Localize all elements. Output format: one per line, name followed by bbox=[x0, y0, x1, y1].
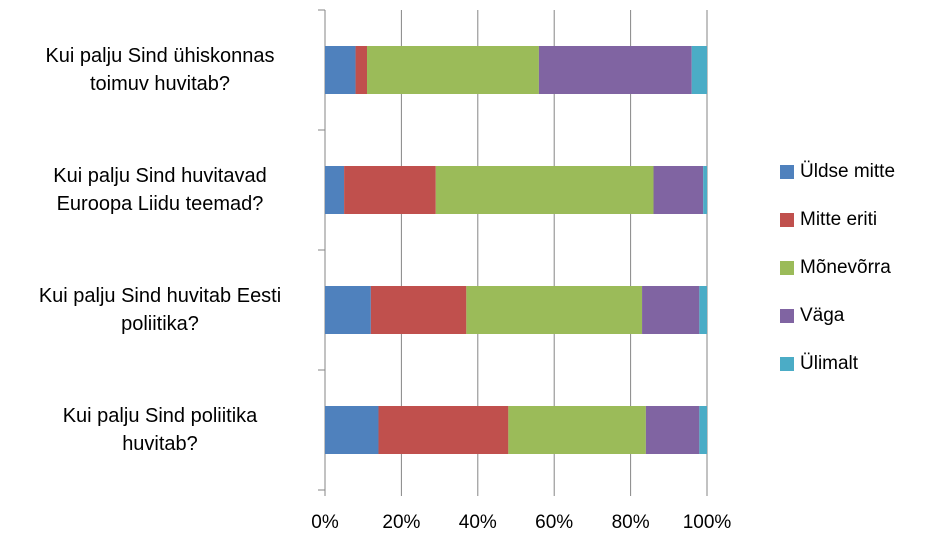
legend-swatch bbox=[780, 357, 794, 371]
bar-segment bbox=[642, 286, 700, 334]
bar-segment bbox=[370, 286, 467, 334]
bar-segment bbox=[367, 46, 539, 94]
x-tick-label: 100% bbox=[683, 512, 732, 533]
legend-label: Mitte eriti bbox=[800, 209, 877, 230]
bar-segment bbox=[325, 46, 356, 94]
bar-segment bbox=[466, 286, 643, 334]
bar-segment bbox=[378, 406, 509, 454]
category-label: Kui palju Sind ühiskonnas toimuv huvitab… bbox=[45, 45, 275, 95]
bar-segment bbox=[355, 46, 368, 94]
bar-segment bbox=[699, 286, 707, 334]
bar-segment bbox=[325, 166, 345, 214]
x-tick-label: 60% bbox=[535, 512, 573, 533]
bar-segment bbox=[435, 166, 654, 214]
category-label: Kui palju Sind poliitika huvitab? bbox=[62, 405, 258, 455]
x-tick-label: 80% bbox=[612, 512, 650, 533]
x-tick-label: 0% bbox=[311, 512, 339, 533]
category-label: Kui palju Sind huvitavad Euroopa Liidu t… bbox=[53, 165, 267, 215]
legend-label: Mõnevõrra bbox=[800, 257, 891, 278]
legend-swatch bbox=[780, 261, 794, 275]
legend-swatch bbox=[780, 165, 794, 179]
legend-swatch bbox=[780, 309, 794, 323]
bar-segment bbox=[691, 46, 707, 94]
legend-label: Üldse mitte bbox=[800, 161, 895, 182]
legend-label: Väga bbox=[800, 305, 845, 326]
bar-segment bbox=[344, 166, 436, 214]
x-tick-label: 40% bbox=[459, 512, 497, 533]
legend-swatch bbox=[780, 213, 794, 227]
category-label: Kui palju Sind huvitab Eesti poliitika? bbox=[38, 285, 282, 335]
legend-label: Ülimalt bbox=[800, 353, 859, 374]
bar-segment bbox=[325, 406, 379, 454]
bar-segment bbox=[508, 406, 646, 454]
bar-segment bbox=[699, 406, 707, 454]
bar-segment bbox=[645, 406, 700, 454]
bar-segment bbox=[538, 46, 692, 94]
bar-segment bbox=[325, 286, 371, 334]
bar-segment bbox=[653, 166, 704, 214]
x-tick-label: 20% bbox=[382, 512, 420, 533]
bar-segment bbox=[703, 166, 707, 214]
